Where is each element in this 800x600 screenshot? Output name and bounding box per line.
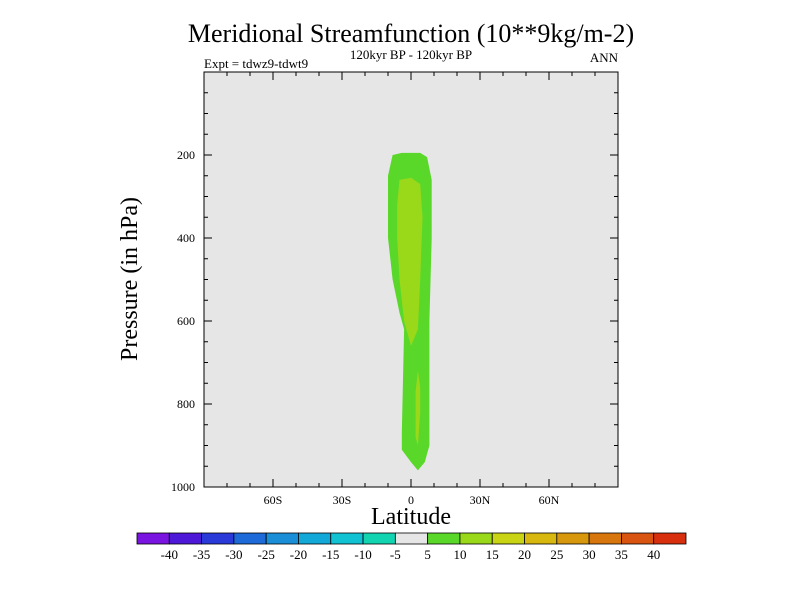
- colorbar-swatch: [394, 532, 429, 545]
- colorbar-level-label: -40: [161, 547, 178, 562]
- colorbar-labels: -40 -35 -30 -25 -20 -15 -10 -5 5 10 15 20 25 30 35 40: [161, 547, 661, 562]
- colorbar-level-label: -20: [290, 547, 307, 562]
- colorbar-level-label: 5: [424, 547, 431, 562]
- colorbar-level-label: 35: [615, 547, 628, 562]
- y-tick-label: 600: [177, 314, 195, 328]
- colorbar-level-label: 40: [647, 547, 660, 562]
- colorbar-level-label: -30: [225, 547, 242, 562]
- colorbar-level-label: -35: [193, 547, 210, 562]
- chart-title: Meridional Streamfunction (10**9kg/m-2): [188, 19, 634, 48]
- y-tick-label: 400: [177, 231, 195, 245]
- y-tick-label: 200: [177, 148, 195, 162]
- colorbar-swatch: [491, 532, 525, 545]
- colorbar-swatch: [265, 532, 299, 545]
- x-tick-label: 0: [408, 493, 414, 507]
- colorbar-swatch: [653, 532, 687, 545]
- x-tick-label: 30N: [470, 493, 491, 507]
- colorbar-swatch: [588, 532, 622, 545]
- chart-subtitle-right: ANN: [590, 50, 619, 65]
- contour-10-15-upper: [397, 177, 423, 346]
- colorbar-swatch: [427, 532, 461, 545]
- colorbar-level-label: 20: [518, 547, 531, 562]
- colorbar-swatch: [330, 532, 364, 545]
- colorbar-level-label: -15: [322, 547, 339, 562]
- colorbar-swatch: [524, 532, 558, 545]
- colorbar-level-label: 10: [453, 547, 466, 562]
- chart-subtitle-center: 120kyr BP - 120kyr BP: [350, 47, 472, 62]
- x-tick-label: 30S: [333, 493, 352, 507]
- x-axis-ticks: 60S 30S 0 30N 60N: [264, 72, 560, 507]
- colorbar-level-label: 25: [550, 547, 563, 562]
- colorbar-swatch: [168, 532, 202, 545]
- colorbar-swatch: [362, 532, 396, 545]
- colorbar-level-label: -25: [258, 547, 275, 562]
- colorbar: [136, 532, 687, 545]
- y-axis-ticks: 200 400 600 800 1000: [171, 148, 618, 494]
- colorbar-swatch: [556, 532, 590, 545]
- chart-subtitle-left: Expt = tdwz9-tdwt9: [204, 56, 308, 71]
- colorbar-swatch: [233, 532, 267, 545]
- contour-layer: [388, 152, 432, 471]
- colorbar-swatch: [621, 532, 655, 545]
- colorbar-level-label: -5: [390, 547, 401, 562]
- x-tick-label: 60N: [539, 493, 560, 507]
- y-axis-label: Pressure (in hPa): [117, 197, 143, 361]
- colorbar-level-label: 15: [486, 547, 499, 562]
- colorbar-swatch: [298, 532, 332, 545]
- colorbar-level-label: 30: [583, 547, 596, 562]
- colorbar-level-label: -10: [354, 547, 371, 562]
- x-tick-label: 60S: [264, 493, 283, 507]
- minor-ticks: [204, 72, 618, 487]
- colorbar-swatch: [201, 532, 235, 545]
- contour-10-15-lower: [415, 370, 421, 446]
- y-tick-label: 1000: [171, 480, 195, 494]
- colorbar-swatch: [136, 532, 170, 545]
- x-axis-label: Latitude: [371, 504, 451, 530]
- y-tick-label: 800: [177, 397, 195, 411]
- colorbar-swatch: [459, 532, 493, 545]
